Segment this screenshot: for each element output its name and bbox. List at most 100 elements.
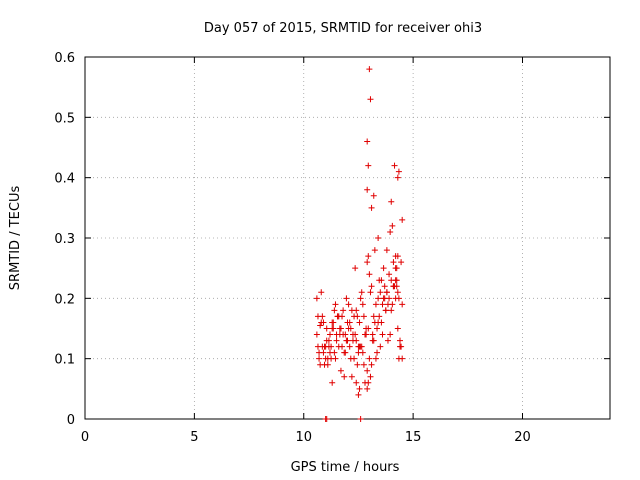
data-point [380, 265, 387, 272]
data-point [398, 259, 405, 266]
data-point [388, 198, 395, 205]
data-point [381, 283, 388, 290]
data-point [318, 289, 325, 296]
data-point [394, 174, 401, 181]
data-point [339, 343, 346, 350]
data-point [369, 331, 376, 338]
data-point [365, 379, 372, 386]
x-tick-label: 0 [81, 430, 89, 445]
data-point [364, 138, 371, 145]
data-point [393, 277, 400, 284]
data-point [387, 331, 394, 338]
data-point [355, 349, 362, 356]
data-point [355, 391, 362, 398]
data-point [392, 295, 399, 302]
data-point [394, 325, 401, 332]
data-point [334, 313, 341, 320]
data-point [399, 216, 406, 223]
plot-frame [84, 56, 611, 420]
data-point [321, 361, 328, 368]
data-point [329, 379, 336, 386]
data-point [397, 337, 403, 344]
data-point [368, 361, 375, 368]
axis-ticks: 0 0.1 0.2 0.3 0.4 0.5 0.6 0 5 10 15 20 [54, 51, 610, 445]
data-point [364, 367, 371, 374]
data-point [383, 289, 390, 296]
y-tick-label: 0.6 [54, 51, 75, 66]
data-point [367, 96, 374, 103]
data-point [332, 355, 339, 362]
data-point [390, 259, 397, 266]
data-point [317, 322, 324, 329]
data-point [374, 349, 381, 356]
data-point [343, 295, 350, 302]
data-point [337, 325, 344, 332]
data-point [392, 265, 399, 272]
y-axis-label: SRMTID / TECUs [8, 186, 23, 291]
data-point [345, 301, 352, 308]
data-point [388, 307, 395, 314]
x-tick-label: 10 [295, 430, 312, 445]
data-point [333, 337, 340, 344]
data-point [376, 313, 383, 320]
data-point [371, 319, 378, 326]
data-point [352, 265, 359, 272]
data-point [323, 325, 330, 332]
y-tick-label: 0 [67, 413, 75, 428]
data-point [340, 307, 347, 314]
data-point [389, 222, 396, 229]
data-point [375, 295, 382, 302]
y-tick-label: 0.4 [54, 172, 75, 187]
x-tick-label: 5 [190, 430, 198, 445]
data-point [371, 247, 378, 254]
data-point [343, 337, 350, 344]
x-tick-label: 20 [514, 430, 531, 445]
grid-lines [85, 57, 610, 419]
data-point [374, 325, 381, 332]
data-point [346, 343, 353, 350]
data-point [341, 349, 348, 356]
data-point [358, 289, 365, 296]
x-axis-label: GPS time / hours [291, 460, 400, 475]
data-point [370, 337, 377, 344]
data-point [365, 253, 372, 260]
data-point [314, 313, 321, 320]
data-point [318, 319, 325, 326]
data-point [377, 289, 384, 296]
data-point [377, 343, 384, 350]
data-point [356, 319, 363, 326]
data-point [364, 259, 371, 266]
data-point [370, 313, 377, 320]
data-point [349, 337, 356, 344]
data-point [366, 66, 373, 73]
data-point [383, 247, 390, 254]
data-point [386, 295, 393, 302]
data-point [372, 301, 379, 308]
data-point [364, 385, 371, 392]
y-tick-label: 0.2 [54, 292, 75, 307]
data-point [397, 343, 403, 350]
data-point [348, 307, 355, 314]
data-point [370, 192, 377, 199]
data-point [391, 162, 398, 169]
data-point [358, 343, 365, 350]
data-point [325, 337, 332, 344]
data-point [348, 373, 355, 380]
y-tick-label: 0.3 [54, 232, 75, 247]
data-point [316, 355, 323, 362]
data-point [320, 349, 327, 356]
chart-title: Day 057 of 2015, SRMTID for receiver ohi… [204, 21, 482, 36]
data-point [347, 355, 354, 362]
data-point [345, 325, 352, 332]
data-point [399, 301, 406, 308]
data-point [313, 331, 320, 338]
data-point [395, 168, 402, 175]
data-point [392, 253, 399, 260]
data-point [359, 301, 366, 308]
data-point [341, 373, 348, 380]
x-tick-label: 15 [405, 430, 422, 445]
data-point [390, 283, 397, 290]
data-point [379, 331, 386, 338]
data-point [324, 355, 331, 362]
